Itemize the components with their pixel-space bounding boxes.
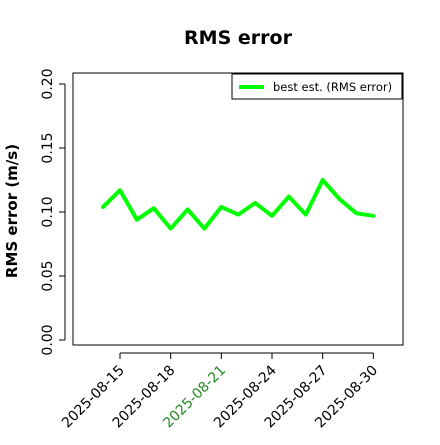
y-axis-label: RMS error (m/s) — [3, 144, 21, 278]
y-tick-label: 0.15 — [40, 132, 56, 163]
series-line — [103, 180, 373, 229]
legend: best est. (RMS error) — [232, 74, 402, 99]
y-tick-label: 0.10 — [40, 196, 56, 227]
y-axis: 0.00 0.05 0.10 0.15 0.20 — [40, 68, 65, 355]
y-tick-label: 0.20 — [40, 68, 56, 99]
chart-title: RMS error — [184, 27, 293, 49]
y-tick-label: 0.05 — [40, 260, 56, 291]
legend-label: best est. (RMS error) — [273, 80, 392, 94]
y-tick-label: 0.00 — [40, 324, 56, 355]
x-axis: 2025-08-152025-08-182025-08-212025-08-24… — [59, 353, 381, 431]
series-layer — [103, 180, 373, 229]
